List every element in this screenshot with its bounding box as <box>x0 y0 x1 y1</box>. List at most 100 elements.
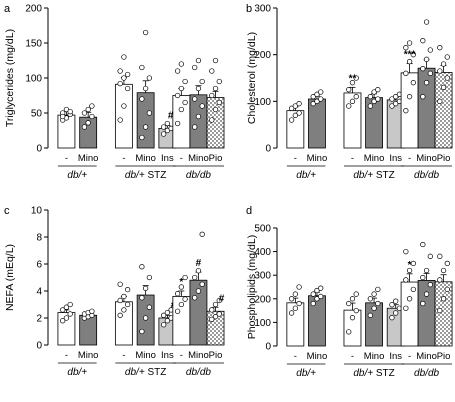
data-point <box>318 96 324 102</box>
data-point <box>410 52 416 58</box>
significance-mark: * <box>179 277 183 288</box>
data-point <box>60 113 66 120</box>
data-point <box>427 281 433 288</box>
data-point <box>192 96 198 102</box>
data-point <box>423 19 430 25</box>
data-point <box>353 94 359 100</box>
group-label: db/db <box>414 368 439 379</box>
data-point <box>182 274 188 281</box>
y-tick-label: 2 <box>36 314 42 325</box>
group-label: db/db <box>186 170 211 181</box>
data-point <box>367 94 373 100</box>
data-point <box>406 94 413 100</box>
data-point <box>427 253 433 259</box>
data-point <box>195 113 202 120</box>
data-point <box>117 117 123 123</box>
data-point <box>375 87 381 93</box>
data-point <box>146 304 153 310</box>
bar-label: - <box>408 153 411 164</box>
data-point <box>296 300 302 307</box>
y-tick-label: 8 <box>36 233 42 244</box>
data-point <box>346 103 352 109</box>
data-point <box>142 29 149 36</box>
panel-letter: c <box>4 205 10 217</box>
bar-label: Mino <box>307 351 328 362</box>
data-point <box>67 108 73 115</box>
bar-label: Mino <box>135 153 156 164</box>
data-point <box>314 98 320 104</box>
bar-label: Pio <box>209 350 223 361</box>
data-point <box>444 54 450 60</box>
data-point <box>296 101 302 107</box>
data-point <box>349 296 356 302</box>
data-point <box>139 295 145 301</box>
data-point <box>89 113 95 120</box>
data-point <box>371 98 377 104</box>
data-point <box>178 85 185 92</box>
panel-letter: b <box>246 3 252 15</box>
data-point <box>310 94 316 100</box>
significance-mark: # <box>196 258 202 269</box>
bar-label: - <box>65 350 68 361</box>
data-point <box>410 260 416 267</box>
data-point <box>142 285 149 291</box>
bar <box>114 83 133 149</box>
data-point <box>314 287 320 294</box>
data-point <box>403 305 409 311</box>
data-point <box>85 106 91 113</box>
data-point <box>420 300 426 307</box>
group-label: db/+ STZ <box>125 170 166 181</box>
data-point <box>406 267 413 274</box>
data-point <box>139 264 145 270</box>
data-point <box>174 291 181 297</box>
data-point <box>182 99 188 106</box>
bar-label: Mino <box>78 153 99 164</box>
group-label: db/+ STZ <box>125 367 166 378</box>
bar-label: Mino <box>364 153 385 164</box>
data-point <box>440 296 447 302</box>
data-point <box>440 84 447 90</box>
data-point <box>310 101 316 107</box>
data-point <box>85 120 91 126</box>
data-point <box>142 85 149 92</box>
data-point <box>420 241 426 248</box>
data-point <box>318 89 324 95</box>
bar-label: - <box>65 153 68 164</box>
data-point <box>393 298 399 304</box>
data-point <box>124 301 131 308</box>
data-point <box>403 277 409 283</box>
data-point <box>164 318 171 324</box>
bar-label: - <box>122 350 125 361</box>
data-point <box>199 231 205 237</box>
data-point <box>423 56 430 62</box>
y-tick-label: 100 <box>254 318 271 329</box>
data-point <box>427 70 433 76</box>
data-point <box>423 291 430 297</box>
bar-label: Ins <box>389 351 402 362</box>
bar <box>206 97 225 149</box>
group-label: db/+ STZ <box>353 170 394 181</box>
data-point <box>139 328 145 335</box>
bar <box>400 281 419 347</box>
data-point <box>212 106 219 113</box>
group-label: db/db <box>186 367 211 378</box>
y-tick-label: 150 <box>25 39 42 50</box>
bar <box>79 314 98 346</box>
bar <box>308 98 326 149</box>
y-tick-label: 200 <box>254 50 271 61</box>
bar-label: Ins <box>389 153 402 164</box>
data-point <box>146 75 153 81</box>
data-point <box>117 68 123 74</box>
data-point <box>437 253 443 259</box>
data-point <box>216 99 222 106</box>
data-point <box>292 291 299 297</box>
y-axis-label: NEFA (mEq/L) <box>4 244 16 311</box>
y-tick-label: 200 <box>254 294 271 305</box>
data-point <box>142 315 149 321</box>
bar-label: - <box>351 153 354 164</box>
y-tick-label: 300 <box>254 4 271 15</box>
data-point <box>146 110 153 116</box>
group-label: db/+ <box>296 170 316 181</box>
data-point <box>117 80 123 87</box>
